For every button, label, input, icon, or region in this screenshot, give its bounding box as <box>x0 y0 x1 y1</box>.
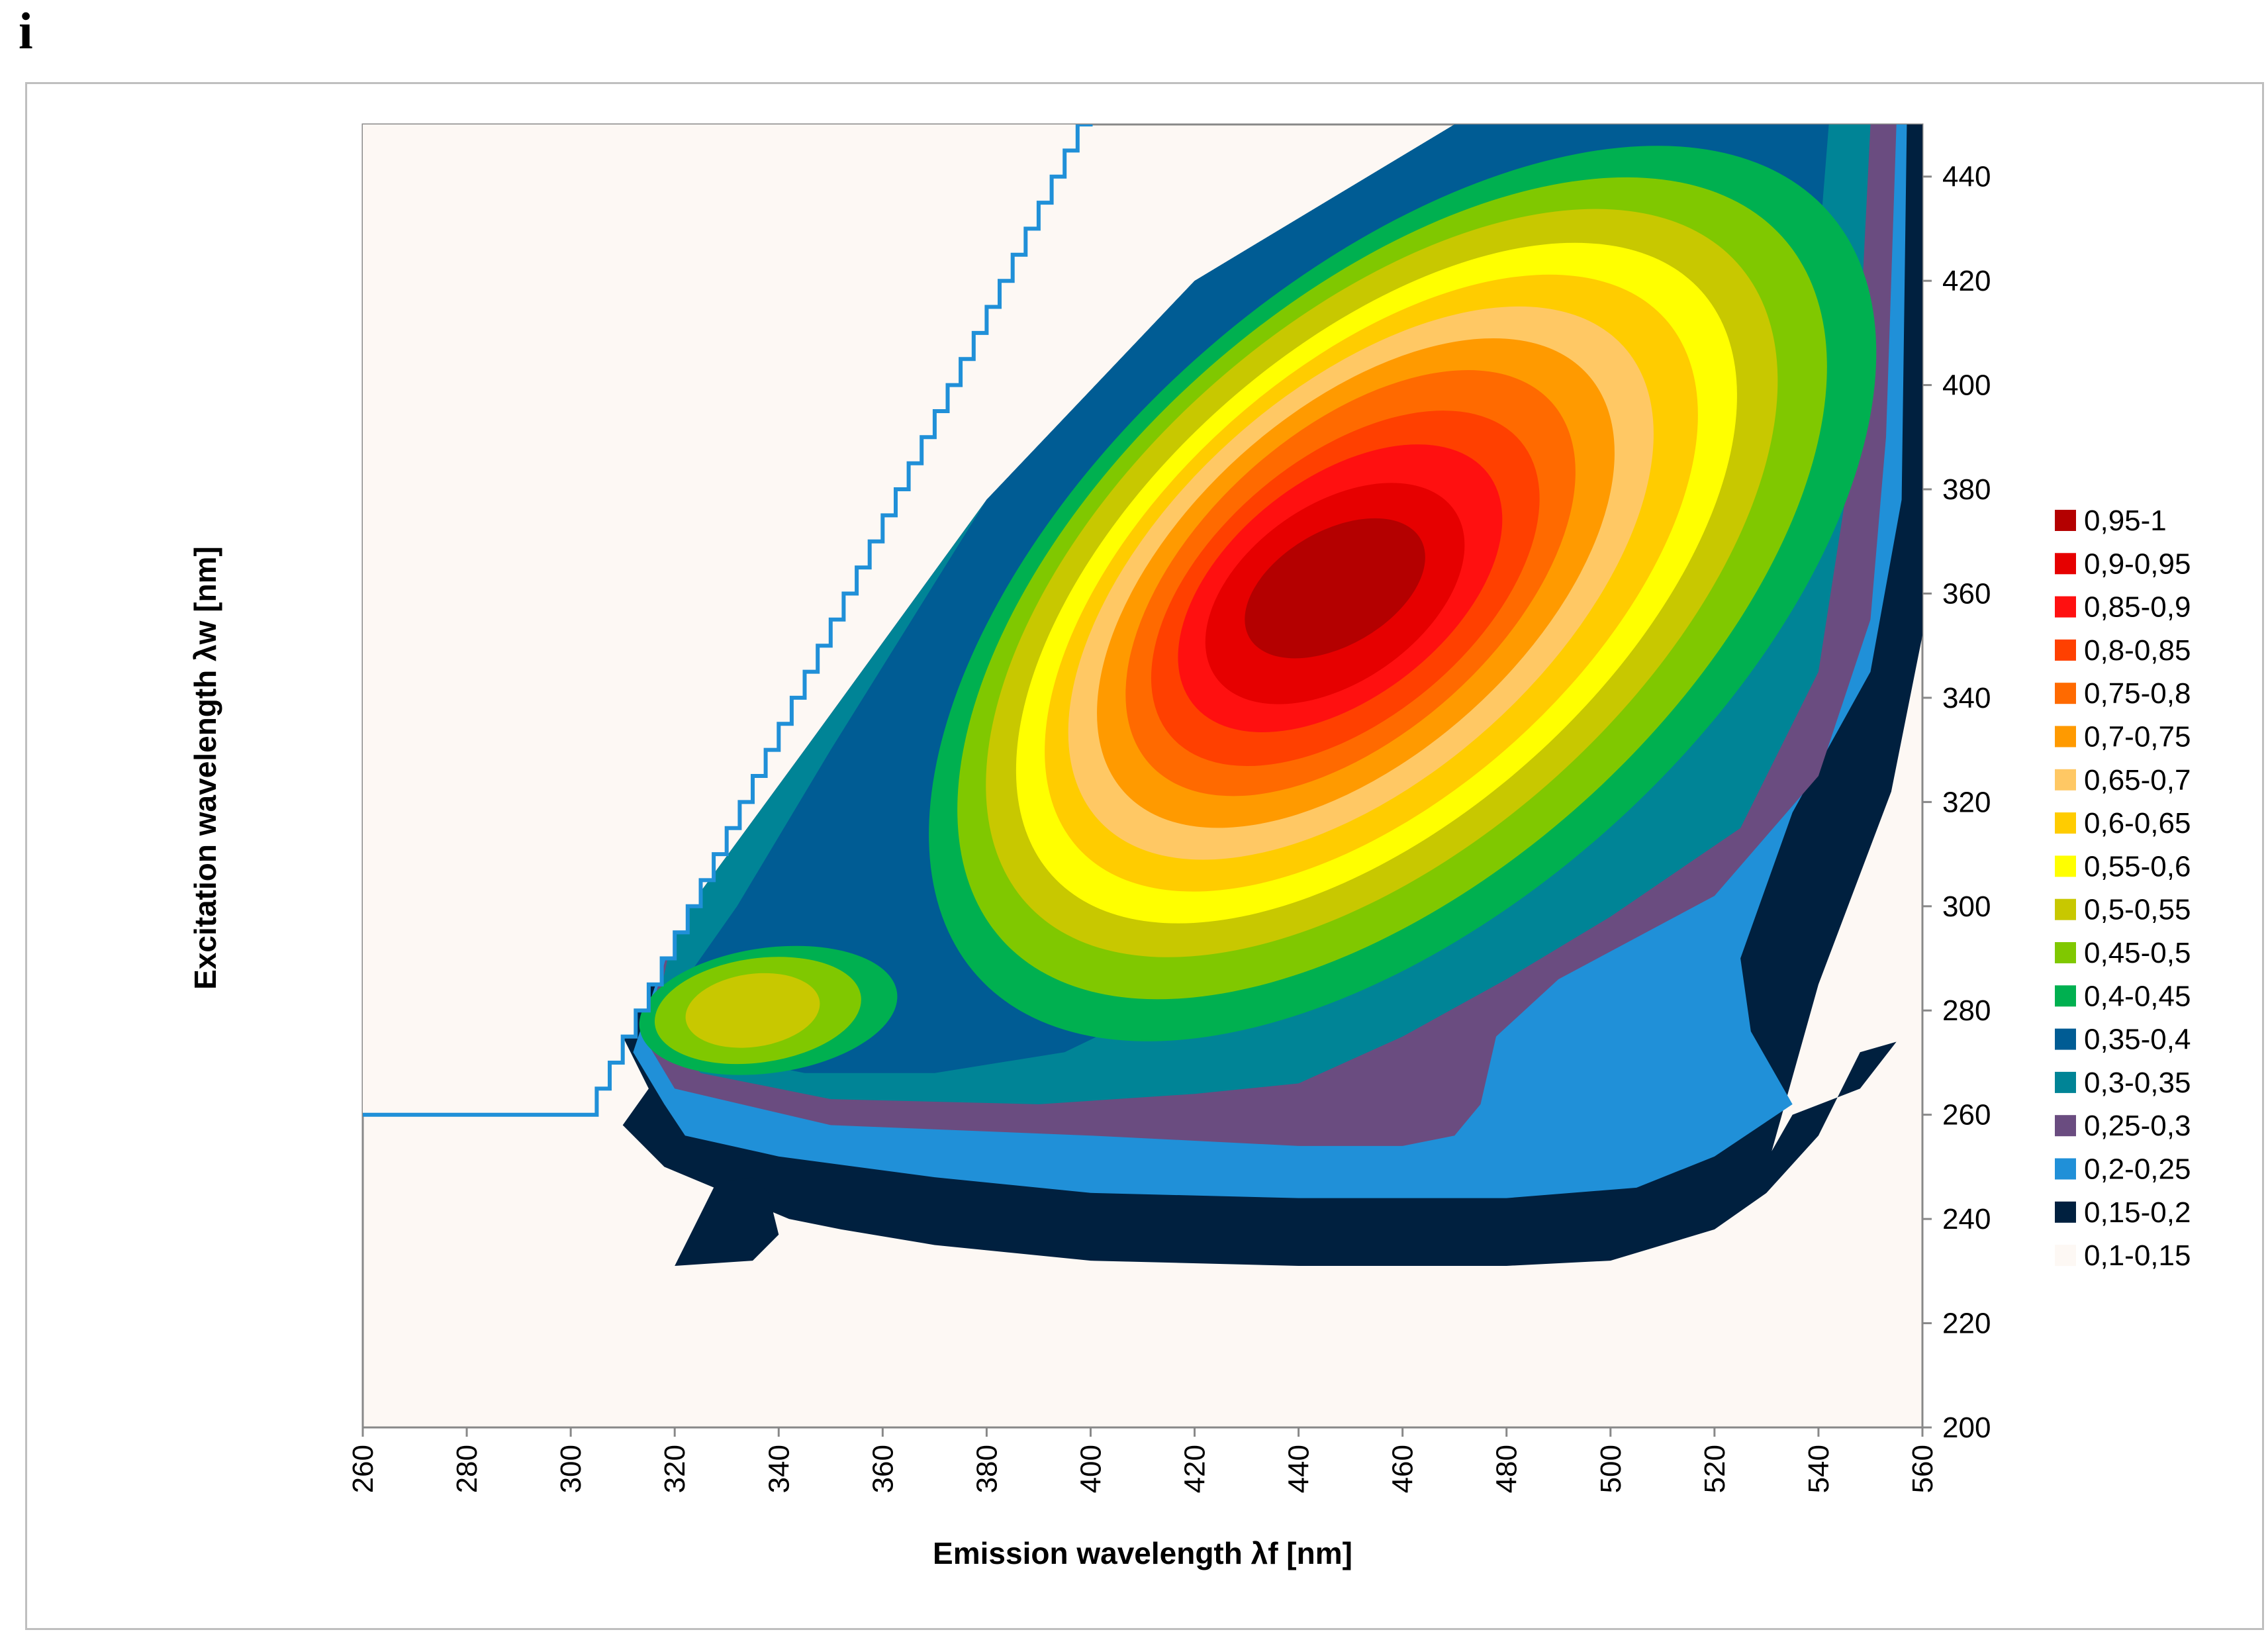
y-tick-label: 300 <box>1942 890 1991 923</box>
x-axis-title: Emission wavelength λf [nm] <box>933 1536 1352 1570</box>
x-tick-label: 540 <box>1803 1445 1835 1493</box>
legend-swatch <box>2055 769 2076 791</box>
legend-label: 0,5-0,55 <box>2084 894 2191 926</box>
legend-swatch <box>2055 942 2076 963</box>
legend-swatch <box>2055 1245 2076 1267</box>
legend-swatch <box>2055 726 2076 747</box>
y-tick-label: 360 <box>1942 577 1991 610</box>
contour-layer <box>622 124 1922 1266</box>
legend-swatch <box>2055 1158 2076 1180</box>
legend-label: 0,85-0,9 <box>2084 591 2191 624</box>
legend-label: 0,1-0,15 <box>2084 1239 2191 1272</box>
background-mask <box>363 124 1093 1117</box>
legend-label: 0,8-0,85 <box>2084 634 2191 667</box>
legend: 0,95-1 0,9-0,95 0,85-0,9 0,8-0,85 0,75-0,8 0,… <box>2055 505 2191 1272</box>
x-tick-label: 500 <box>1595 1445 1627 1493</box>
x-tick-label: 320 <box>659 1445 691 1493</box>
contour-band-0,95-1 <box>1245 518 1425 659</box>
legend-label: 0,4-0,45 <box>2084 980 2191 1012</box>
legend-label: 0,95-1 <box>2084 505 2167 537</box>
y-tick-label: 220 <box>1942 1308 1991 1340</box>
legend-label: 0,15-0,2 <box>2084 1196 2191 1229</box>
x-tick-label: 420 <box>1179 1445 1211 1493</box>
y-tick-label: 280 <box>1942 994 1991 1027</box>
x-tick-label: 340 <box>763 1445 795 1493</box>
legend-swatch <box>2055 855 2076 877</box>
x-tick-label: 280 <box>451 1445 483 1493</box>
legend-label: 0,6-0,65 <box>2084 807 2191 840</box>
panel-label: i <box>19 2 33 60</box>
x-tick-label: 460 <box>1387 1445 1419 1493</box>
y-tick-label: 420 <box>1942 265 1991 297</box>
x-tick-label: 440 <box>1283 1445 1315 1493</box>
contour-band-0.5-lobe <box>685 973 820 1048</box>
x-tick-label: 560 <box>1907 1445 1939 1493</box>
legend-swatch <box>2055 812 2076 834</box>
y-tick-label: 240 <box>1942 1203 1991 1235</box>
x-tick-label: 360 <box>867 1445 899 1493</box>
y-tick-label: 320 <box>1942 786 1991 818</box>
y-axis-title: Excitation wavelength λw [nm] <box>188 546 222 990</box>
y-tick-label: 200 <box>1942 1412 1991 1444</box>
legend-swatch <box>2055 985 2076 1007</box>
legend-label: 0,9-0,95 <box>2084 548 2191 580</box>
x-tick-label: 400 <box>1074 1445 1107 1493</box>
y-tick-label: 400 <box>1942 369 1991 402</box>
contour-band-0.15-lobe <box>675 1177 779 1266</box>
x-tick-label: 380 <box>970 1445 1003 1493</box>
legend-swatch <box>2055 596 2076 618</box>
legend-label: 0,55-0,6 <box>2084 850 2191 883</box>
legend-label: 0,7-0,75 <box>2084 721 2191 753</box>
legend-swatch <box>2055 1071 2076 1093</box>
y-axis: 200 220 240 260 280 300 320 340 360 380 400 420 440 <box>1922 161 1991 1444</box>
x-axis: 260 280 300 320 340 360 380 400 420 440 460 480 500 5… <box>347 1427 1939 1493</box>
legend-swatch <box>2055 553 2076 575</box>
legend-label: 0,35-0,4 <box>2084 1024 2191 1056</box>
diagonal-edge <box>363 124 1093 1117</box>
x-tick-label: 520 <box>1699 1445 1731 1493</box>
legend-label: 0,3-0,35 <box>2084 1067 2191 1099</box>
x-tick-label: 480 <box>1491 1445 1523 1493</box>
x-tick-label: 260 <box>347 1445 379 1493</box>
legend-swatch <box>2055 1115 2076 1137</box>
legend-swatch <box>2055 1201 2076 1223</box>
legend-swatch <box>2055 510 2076 531</box>
legend-label: 0,65-0,7 <box>2084 764 2191 796</box>
x-tick-label: 300 <box>555 1445 587 1493</box>
legend-swatch <box>2055 639 2076 661</box>
y-tick-label: 260 <box>1942 1099 1991 1131</box>
legend-label: 0,45-0,5 <box>2084 937 2191 969</box>
legend-label: 0,25-0,3 <box>2084 1110 2191 1142</box>
y-tick-label: 440 <box>1942 161 1991 193</box>
legend-label: 0,2-0,25 <box>2084 1153 2191 1186</box>
legend-label: 0,75-0,8 <box>2084 677 2191 710</box>
legend-swatch <box>2055 683 2076 704</box>
y-tick-label: 380 <box>1942 473 1991 506</box>
y-tick-label: 340 <box>1942 682 1991 714</box>
legend-swatch <box>2055 898 2076 920</box>
legend-swatch <box>2055 1028 2076 1050</box>
